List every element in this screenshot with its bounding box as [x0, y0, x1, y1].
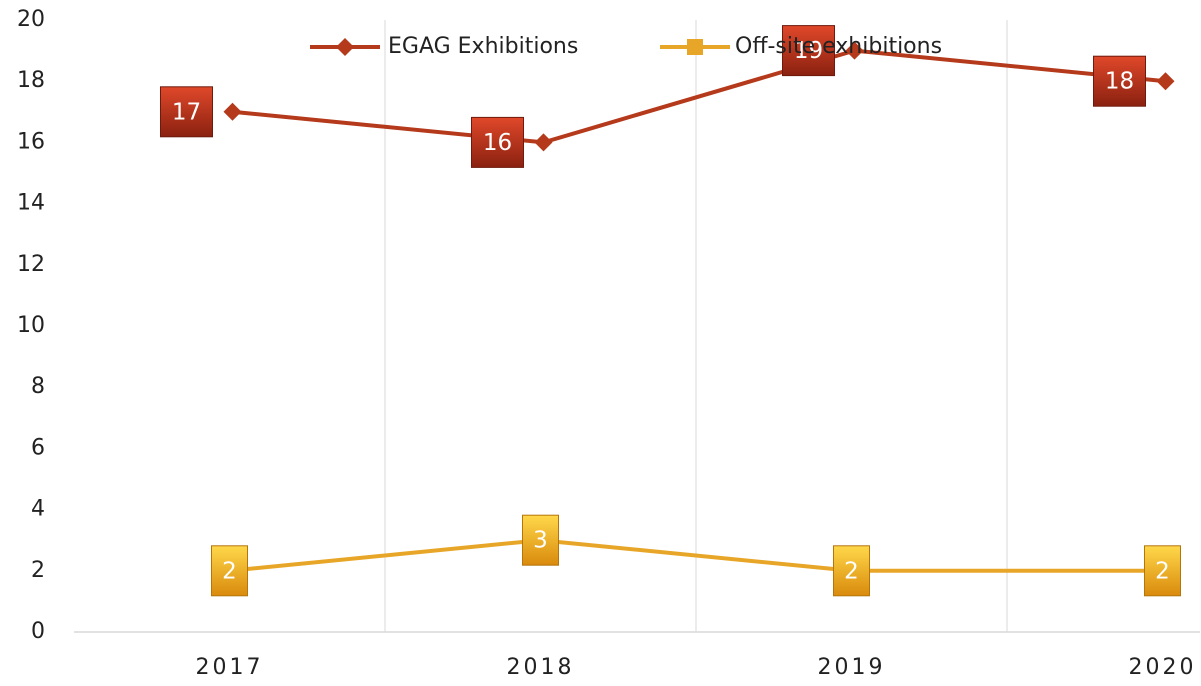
data-label: 2 [1155, 558, 1170, 584]
data-label-box [211, 545, 248, 597]
y-tick-label: 20 [17, 7, 45, 32]
x-tick-label: 2019 [818, 655, 886, 680]
y-tick-label: 18 [17, 68, 45, 93]
y-tick-label: 12 [17, 252, 45, 277]
y-tick-label: 14 [17, 191, 45, 216]
y-tick-label: 10 [17, 313, 45, 338]
data-label: 17 [172, 99, 201, 125]
series-line [229, 538, 1163, 573]
data-label: 19 [794, 38, 823, 64]
data-label: 18 [1105, 69, 1134, 95]
data-label: 16 [483, 130, 512, 156]
data-label-box [160, 86, 213, 138]
data-label-box [1144, 545, 1181, 597]
data-label-box [782, 25, 835, 77]
legend-marker [336, 38, 354, 56]
y-tick-label: 4 [31, 497, 45, 522]
legend-marker [687, 39, 703, 55]
data-label-box [471, 116, 524, 168]
y-tick-label: 6 [31, 435, 45, 460]
x-tick-label: 2017 [196, 655, 264, 680]
point [223, 102, 242, 121]
data-label-box [833, 545, 870, 597]
data-label-box [1093, 55, 1146, 107]
series-line [232, 48, 1166, 145]
data-label: 2 [844, 558, 859, 584]
x-tick-label: 2018 [507, 655, 575, 680]
point [1156, 72, 1175, 91]
data-label: 3 [533, 528, 548, 554]
data-label: 2 [222, 558, 237, 584]
data-label-box [522, 514, 559, 566]
x-tick-label: 2020 [1129, 655, 1197, 680]
legend-label: Off-site exhibitions [735, 34, 942, 59]
y-tick-label: 16 [17, 129, 45, 154]
y-tick-label: 2 [31, 558, 45, 583]
point [845, 41, 864, 60]
y-tick-label: 0 [31, 619, 45, 644]
legend-label: EGAG Exhibitions [388, 34, 578, 59]
point [534, 133, 553, 152]
y-tick-label: 8 [31, 374, 45, 399]
